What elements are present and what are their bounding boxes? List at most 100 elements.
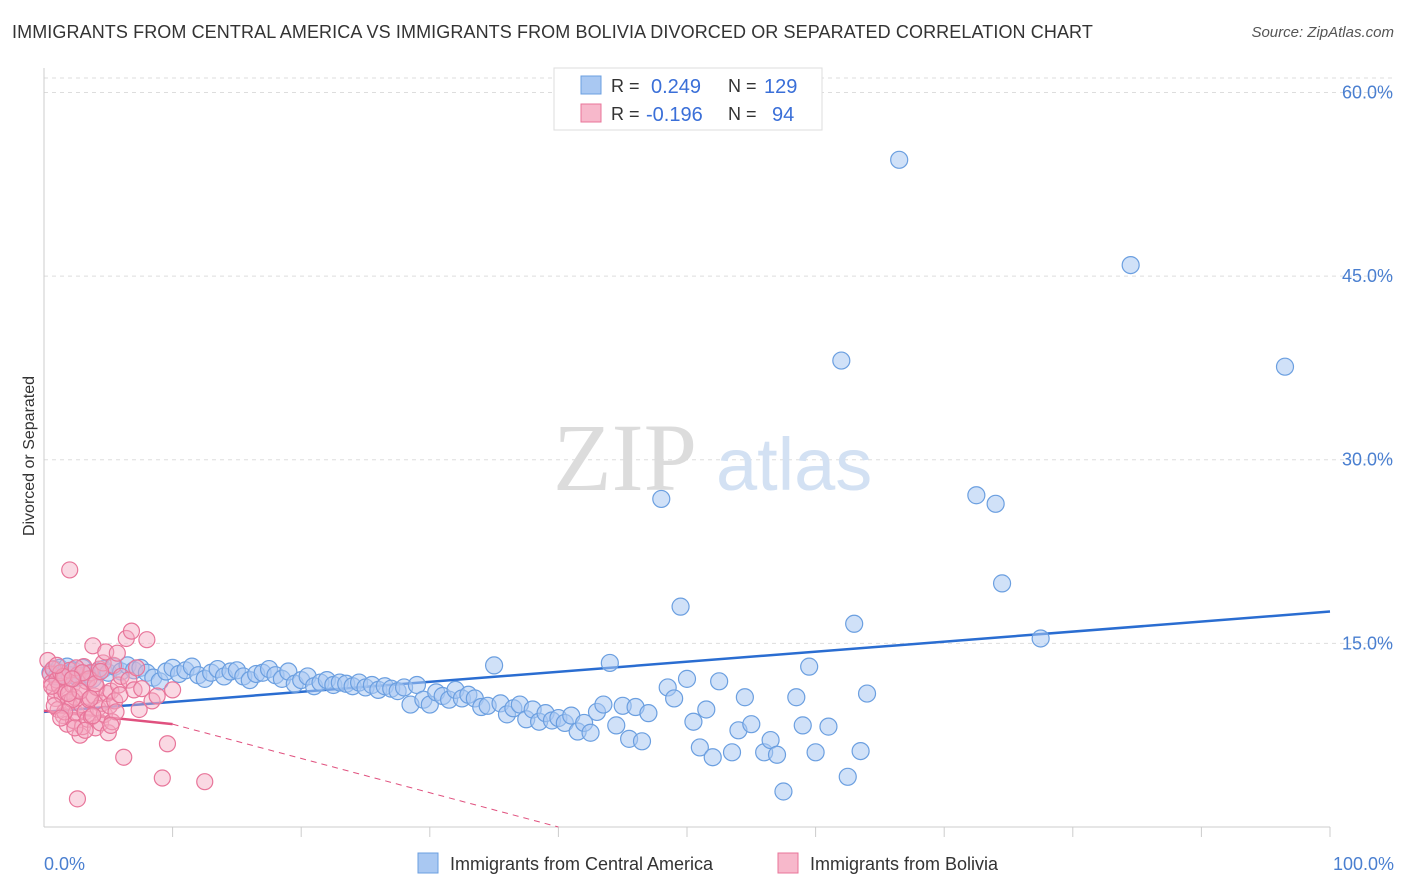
- data-point-bolivia: [68, 790, 87, 808]
- data-point-central-america: [793, 716, 812, 735]
- chart-title: IMMIGRANTS FROM CENTRAL AMERICA VS IMMIG…: [12, 22, 1093, 42]
- data-point-bolivia: [196, 773, 214, 791]
- trend-line-central-america: [43, 610, 1331, 714]
- data-point-central-america: [857, 684, 877, 703]
- legend: R = 0.249 N = 129 R = -0.196 N = 94: [553, 67, 823, 131]
- data-point-central-america: [838, 767, 857, 786]
- x-tick-label-min: 0.0%: [44, 854, 85, 874]
- watermark-atlas: atlas: [716, 423, 872, 506]
- data-point-bolivia: [73, 664, 92, 682]
- data-point-bolivia: [63, 670, 81, 688]
- data-point-central-america: [1031, 629, 1050, 648]
- legend-n-label-pink: N =: [728, 104, 757, 124]
- legend-swatch-blue: [580, 75, 602, 95]
- data-point-central-america: [845, 614, 864, 633]
- y-tick-labels: 15.0% 30.0% 45.0% 60.0%: [1342, 82, 1393, 653]
- legend-r-label-blue: R =: [611, 76, 640, 96]
- y-axis-label: Divorced or Separated: [21, 376, 38, 536]
- data-point-bolivia: [39, 651, 57, 670]
- data-point-bolivia: [76, 721, 94, 739]
- x-ticks: [172, 827, 1331, 837]
- data-point-central-america: [652, 489, 671, 509]
- data-point-bolivia: [59, 684, 78, 703]
- legend-r-value-blue: 0.249: [651, 76, 701, 98]
- y-tick-label: 30.0%: [1342, 450, 1393, 470]
- bottom-legend-swatch-blue: [417, 852, 439, 874]
- data-point-central-america: [806, 743, 825, 762]
- data-point-central-america: [710, 672, 729, 691]
- y-tick-label: 45.0%: [1342, 266, 1393, 286]
- data-point-central-america: [735, 688, 754, 707]
- watermark-zip: ZIP: [553, 404, 697, 511]
- data-point-bolivia: [84, 706, 102, 725]
- data-point-bolivia: [102, 716, 120, 734]
- data-point-central-america: [787, 688, 806, 707]
- trend-line-bolivia-extension: [172, 723, 559, 828]
- data-point-central-america: [632, 732, 652, 751]
- data-point-bolivia: [158, 735, 177, 753]
- legend-n-value-pink: 94: [772, 104, 794, 126]
- y-tick-label: 15.0%: [1342, 633, 1393, 653]
- data-point-central-america: [890, 150, 909, 169]
- bottom-legend-label-pink: Immigrants from Bolivia: [810, 854, 999, 874]
- data-point-bolivia: [81, 689, 99, 708]
- data-point-central-america: [581, 723, 600, 742]
- data-point-bolivia: [115, 748, 133, 766]
- data-point-bolivia: [133, 680, 151, 698]
- bottom-legend: Immigrants from Central America Immigran…: [417, 852, 999, 874]
- legend-n-value-blue: 129: [764, 76, 797, 98]
- data-point-central-america: [967, 486, 986, 505]
- data-point-central-america: [639, 704, 658, 723]
- data-point-central-america: [800, 657, 819, 676]
- data-point-bolivia: [164, 681, 182, 699]
- data-point-central-america: [607, 716, 626, 735]
- legend-n-label-blue: N =: [728, 76, 757, 96]
- data-point-bolivia: [52, 709, 70, 727]
- data-point-central-america: [697, 700, 716, 719]
- data-point-central-america: [665, 689, 684, 708]
- data-point-central-america: [677, 669, 697, 688]
- data-point-central-america: [742, 715, 761, 734]
- data-point-bolivia: [143, 692, 161, 710]
- data-point-bolivia: [122, 622, 141, 640]
- bottom-legend-swatch-pink: [777, 852, 799, 874]
- series-bolivia-points: [39, 561, 214, 808]
- data-point-central-america: [600, 653, 619, 673]
- data-point-bolivia: [108, 644, 126, 662]
- data-point-central-america: [774, 782, 793, 801]
- data-point-central-america: [690, 738, 709, 757]
- data-point-central-america: [832, 351, 851, 370]
- gridlines: [44, 77, 1394, 644]
- data-point-bolivia: [61, 561, 79, 579]
- data-point-central-america: [594, 695, 613, 714]
- data-point-bolivia: [127, 659, 146, 677]
- data-point-central-america: [1121, 255, 1140, 275]
- data-point-central-america: [767, 745, 787, 764]
- x-tick-label-max: 100.0%: [1333, 854, 1394, 874]
- data-point-central-america: [819, 717, 838, 736]
- data-point-bolivia: [48, 656, 66, 675]
- data-point-bolivia: [43, 677, 61, 695]
- data-point-central-america: [703, 748, 722, 767]
- data-point-central-america: [671, 597, 690, 616]
- legend-r-label-pink: R =: [611, 104, 640, 124]
- data-point-central-america: [992, 574, 1012, 593]
- data-point-central-america: [684, 712, 703, 731]
- data-point-central-america: [1275, 357, 1295, 376]
- data-point-central-america: [986, 494, 1005, 513]
- watermark: ZIP atlas: [553, 404, 872, 511]
- data-point-central-america: [485, 656, 504, 675]
- data-point-bolivia: [130, 700, 148, 719]
- legend-r-value-pink: -0.196: [646, 104, 703, 126]
- data-point-bolivia: [153, 769, 171, 787]
- data-point-bolivia: [91, 662, 110, 681]
- data-point-bolivia: [120, 671, 138, 689]
- data-point-central-america: [722, 743, 742, 762]
- data-point-central-america: [851, 741, 870, 761]
- data-point-bolivia: [66, 719, 84, 737]
- data-point-bolivia: [138, 631, 156, 649]
- legend-swatch-pink: [580, 103, 602, 123]
- bottom-legend-label-blue: Immigrants from Central America: [450, 854, 714, 874]
- y-tick-label: 60.0%: [1342, 82, 1393, 102]
